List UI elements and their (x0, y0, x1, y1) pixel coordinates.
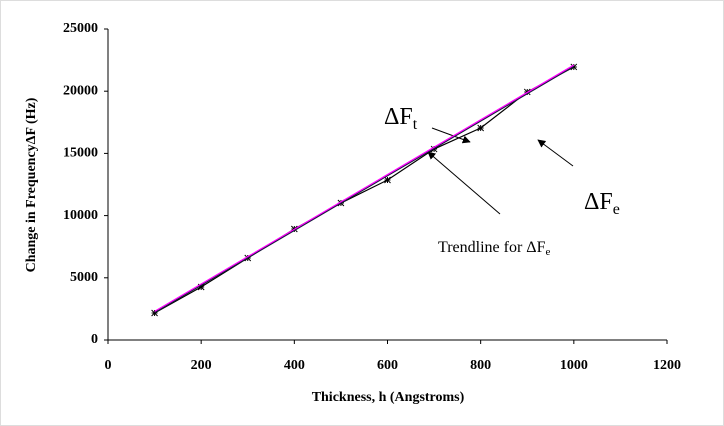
y-tick-label: 5000 (70, 270, 98, 285)
y-tick-label: 20000 (63, 83, 98, 98)
y-tick-label: 0 (91, 332, 98, 347)
x-tick-label: 800 (470, 358, 491, 373)
x-tick-label: 1000 (560, 358, 588, 373)
x-tick-label: 600 (377, 358, 398, 373)
x-tick-label: 0 (105, 358, 112, 373)
data-point (477, 124, 485, 132)
series-line (154, 65, 575, 314)
data-point (384, 176, 391, 184)
arrow (431, 127, 471, 144)
annotation: Trendline for ΔFe (438, 239, 550, 258)
x-tick-label: 400 (284, 358, 305, 373)
data-point (197, 283, 205, 291)
y-axis-label: Change in FrequencyΔF (Hz) (24, 97, 39, 272)
data-point (151, 309, 158, 317)
series-line (154, 66, 575, 314)
y-tick-label: 15000 (63, 146, 98, 161)
y-tick-label: 25000 (63, 21, 98, 36)
y-tick-label: 10000 (63, 208, 98, 223)
arrow (537, 139, 574, 167)
series-line (154, 64, 575, 312)
x-tick-label: 1200 (653, 358, 681, 373)
x-tick-label: 200 (191, 358, 212, 373)
x-axis-label: Thickness, h (Angstroms) (312, 390, 465, 405)
arrow (427, 151, 501, 215)
annotation: ΔFe (584, 189, 620, 218)
annotation: ΔFt (384, 104, 418, 133)
